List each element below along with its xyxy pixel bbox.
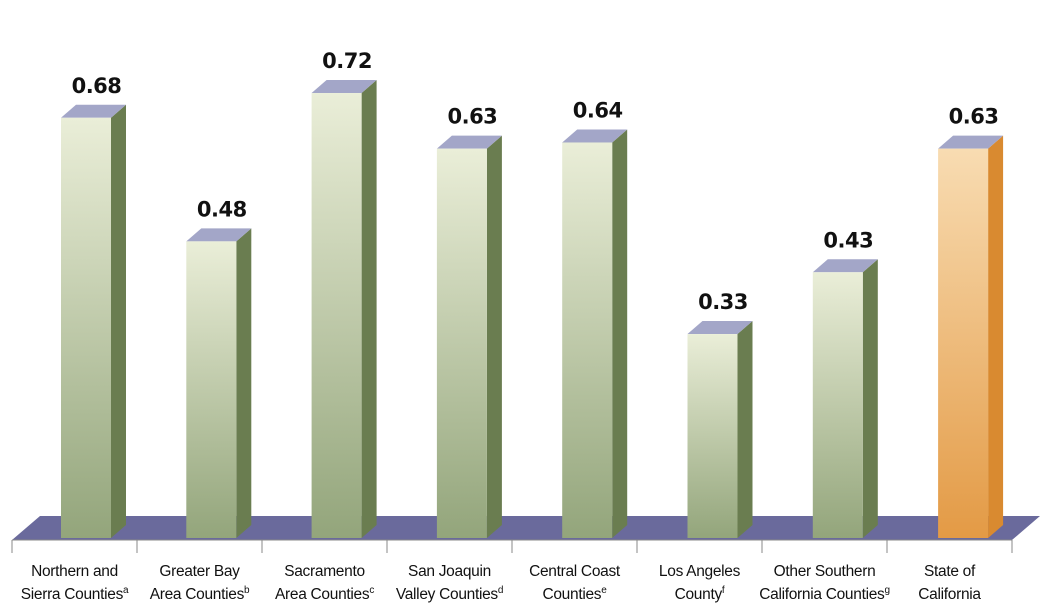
category-label-text: California (918, 586, 981, 603)
x-axis (11, 539, 1013, 553)
bar-value-label: 0.43 (823, 228, 873, 252)
bar-top (436, 135, 502, 149)
category-label-text: California Counties (759, 586, 885, 603)
category-label-line2: California Countiesg (759, 585, 890, 603)
bar-value-label: 0.63 (447, 105, 497, 129)
category-label-line2: Countyf (675, 585, 725, 603)
category-label-line1: Other Southern (774, 563, 876, 580)
category-footnote-mark: f (722, 585, 725, 596)
bar (562, 129, 628, 539)
bar-series (61, 80, 1004, 539)
category-footnote-mark: b (244, 585, 250, 596)
bar-top (562, 129, 628, 143)
category-label-line1: State of (924, 563, 976, 580)
bar-side (111, 104, 126, 538)
bar-side (612, 129, 628, 539)
bar-front (562, 142, 613, 539)
category-footnote-mark: a (123, 585, 129, 596)
bar-top (687, 321, 753, 335)
bar-side (737, 321, 753, 538)
bar-side (236, 228, 252, 539)
category-label-line2: Valley Countiesd (396, 585, 503, 603)
bar-value-label: 0.68 (72, 74, 122, 98)
category-label-line2: California (918, 586, 981, 603)
category-labels: Northern and Sierra Countiesa Greater Bay A… (21, 563, 982, 603)
category-label-line1: Los Angeles (659, 563, 741, 580)
category-label-text: Area Counties (275, 586, 370, 603)
bar-front (436, 148, 487, 538)
bar-value-label: 0.33 (698, 290, 748, 314)
chart-floor (12, 516, 1040, 540)
bar (687, 321, 753, 538)
bar-side (862, 259, 878, 538)
category-label-line2: Sierra Countiesa (21, 585, 129, 603)
bar-side (361, 80, 377, 538)
bar-front (311, 93, 362, 538)
bar-value-label: 0.72 (322, 49, 372, 73)
bar (812, 259, 878, 538)
bar-front (186, 241, 237, 539)
category-label-line1: Sacramento (284, 563, 365, 580)
category-label-line2: Area Countiesc (275, 585, 374, 603)
category-label-text: Counties (542, 586, 601, 603)
bar (186, 228, 252, 539)
category-label-line1: Central Coast (529, 563, 621, 580)
bar-top (812, 259, 878, 273)
category-footnote-mark: g (885, 585, 890, 596)
bar-top (61, 104, 126, 118)
category-footnote-mark: c (369, 585, 374, 596)
category-label-text: Sierra Counties (21, 586, 124, 603)
category-label-line1: Greater Bay (159, 563, 240, 580)
category-footnote-mark: d (498, 585, 503, 596)
bar-top (186, 228, 252, 242)
category-label-line2: Countiese (542, 585, 607, 603)
bar-front (687, 334, 738, 538)
bar (938, 135, 1004, 538)
bar-top (311, 80, 377, 94)
bar-value-label: 0.64 (573, 98, 623, 122)
category-footnote-mark: e (601, 585, 607, 596)
value-labels: 0.68 0.48 0.72 0.63 0.64 0.33 0.43 0.63 (72, 49, 999, 314)
bar-value-label: 0.63 (949, 105, 999, 129)
category-label-line1: San Joaquin (408, 563, 491, 580)
bar-front (812, 272, 863, 538)
bar-side (486, 135, 502, 538)
category-label-text: County (675, 586, 723, 603)
bar-value-label: 0.48 (197, 197, 247, 221)
category-label-line2: Area Countiesb (150, 585, 250, 603)
category-label-text: Valley Counties (396, 586, 499, 603)
bar (61, 104, 126, 538)
bar-side (988, 135, 1004, 538)
category-label-line1: Northern and (31, 563, 118, 580)
bar (436, 135, 502, 538)
bar-front (61, 117, 111, 538)
bar (311, 80, 377, 538)
bar-top (938, 135, 1004, 149)
category-label-text: Area Counties (150, 586, 245, 603)
bar-front (938, 148, 989, 538)
